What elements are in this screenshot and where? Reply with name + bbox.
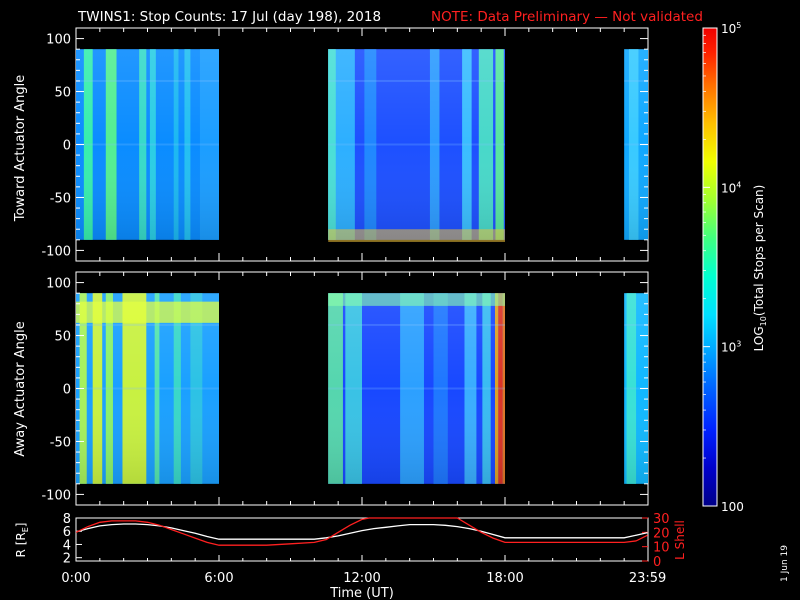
l-shell-tick-label: 20 [653,526,670,541]
time-tick-label: 12:00 [343,571,380,586]
radius-axis-label: R [RE] [14,523,30,558]
colorbar: 105 104 103 100 LOG10(Total Stops per Scan) [702,21,768,514]
r-tick-label: 4 [63,538,71,553]
heatmap-shade [328,293,505,484]
heatmap-shade [624,49,648,240]
colorbar-label: LOG10(Total Stops per Scan) [752,185,768,352]
time-axis-label: Time (UT) [329,586,394,600]
colorbar-tick-label: 100 [721,500,744,514]
figure-title: TWINS1: Stop Counts: 17 Jul (day 198), 2… [77,9,381,25]
toward-heatmap-cells [76,49,648,242]
toward-y-axis-label: Toward Actuator Angle [13,75,28,222]
away-heatmap-cells [76,293,648,484]
r-tick-label: 8 [63,512,71,527]
time-tick-label: 18:00 [486,571,523,586]
y-tick-label: 100 [46,33,71,48]
heatmap-shade [328,49,505,240]
toward-actuator-panel: 100 50 0 -50 -100 Toward Actuator Angle [13,27,649,262]
r-tick-label: 6 [63,525,71,540]
radius-line [75,523,648,540]
away-axes: 100 50 0 -50 -100 [41,272,649,505]
y-tick-label: -100 [41,488,71,503]
colorbar-tick-label: 103 [721,340,741,355]
orbit-panel-frame [75,517,649,562]
heatmap-shade [624,293,648,484]
colorbar-ticks: 105 104 103 100 [703,21,744,514]
y-tick-label: 0 [63,139,71,154]
heatmap-shade [76,293,219,484]
colorbar-tick-label: 105 [721,21,741,36]
colorbar-tick-label: 104 [721,180,741,195]
side-date-stamp: 1 Jun 19 [780,545,790,582]
time-tick-label: 0:00 [61,571,90,586]
y-tick-label: -50 [50,191,71,206]
heatmap-shade [76,49,219,240]
r-tick-label: 2 [63,552,71,567]
l-shell-axis-label: L Shell [673,520,687,560]
l-shell-tick-label: 10 [653,541,670,556]
colorbar-gradient [702,27,718,507]
away-y-axis-label: Away Actuator Angle [13,321,28,456]
y-tick-label: 100 [46,277,71,292]
y-tick-label: 0 [63,383,71,398]
l-shell-tick-label: 30 [653,512,670,527]
l-shell-line [75,517,648,546]
time-tick-label: 6:00 [204,571,233,586]
y-tick-label: 50 [54,330,71,345]
away-actuator-panel: 100 50 0 -50 -100 Away Actuator Angle [13,271,649,506]
time-tick-label: 23:59 [629,571,666,586]
orbit-lines [75,517,648,546]
y-tick-label: -100 [41,244,71,259]
l-shell-tick-label: 0 [653,555,661,570]
y-tick-label: -50 [50,435,71,450]
data-preliminary-note: NOTE: Data Preliminary — Not validated [431,9,703,25]
toward-axes: 100 50 0 -50 -100 [41,28,649,261]
y-tick-label: 50 [54,86,71,101]
